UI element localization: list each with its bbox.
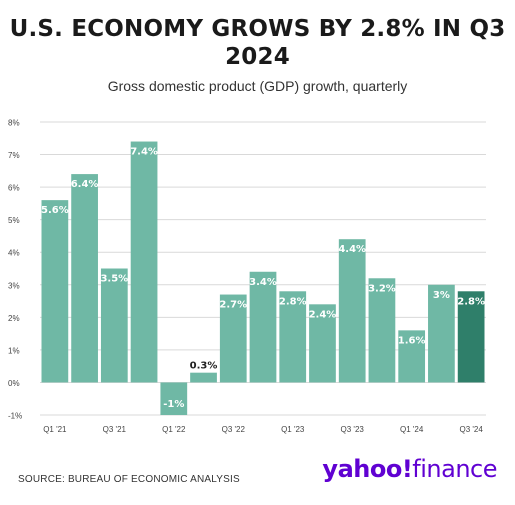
yahoo-finance-logo: yahoo!finance bbox=[322, 455, 497, 483]
bar bbox=[190, 372, 217, 383]
x-tick-label: Q1 '24 bbox=[400, 425, 424, 434]
bar bbox=[338, 239, 366, 383]
data-label: 2.8% bbox=[457, 296, 485, 307]
y-tick-label: 3% bbox=[8, 281, 20, 290]
y-tick-label: 7% bbox=[8, 151, 20, 160]
chart-subtitle: Gross domestic product (GDP) growth, qua… bbox=[107, 78, 408, 94]
data-label: 0.3% bbox=[190, 361, 218, 372]
y-tick-label: 1% bbox=[8, 346, 20, 355]
y-tick-label: 4% bbox=[8, 249, 20, 258]
y-tick-label: 6% bbox=[8, 184, 20, 193]
data-label: 5.6% bbox=[41, 205, 69, 216]
x-tick-label: Q1 '23 bbox=[281, 425, 305, 434]
x-tick-label: Q3 '23 bbox=[341, 425, 365, 434]
bar bbox=[130, 141, 158, 383]
bar bbox=[249, 271, 277, 383]
chart-title: U.S. ECONOMY GROWS BY 2.8% IN Q3 2024 bbox=[9, 16, 506, 70]
bar bbox=[428, 284, 455, 383]
bar bbox=[279, 291, 307, 383]
data-label: 7.4% bbox=[130, 147, 158, 158]
x-tick-label: Q3 '21 bbox=[103, 425, 127, 434]
data-label: 3.2% bbox=[368, 283, 396, 294]
y-tick-label: -1% bbox=[8, 412, 22, 421]
data-label: 2.7% bbox=[219, 300, 247, 311]
bar bbox=[71, 174, 98, 383]
gdp-bar-chart: -1% 0% 1% 2% 3% 4% 5% 6% 7% 8% 5.6% 6.4% 3.5% 7.4% -1%… bbox=[8, 119, 486, 434]
data-label: 6.4% bbox=[71, 179, 99, 190]
data-label: 3.5% bbox=[100, 274, 128, 285]
source-note: SOURCE: BUREAU OF ECONOMIC ANALYSIS bbox=[18, 474, 240, 485]
data-label: 4.4% bbox=[338, 244, 366, 255]
data-label: 3.4% bbox=[249, 277, 277, 288]
bar bbox=[41, 200, 69, 383]
y-tick-label: 8% bbox=[8, 119, 20, 128]
bar bbox=[368, 278, 396, 383]
bar bbox=[398, 330, 426, 383]
x-tick-label: Q3 '24 bbox=[459, 425, 483, 434]
y-tick-label: 0% bbox=[8, 379, 20, 388]
data-label: 2.4% bbox=[309, 309, 337, 320]
bar bbox=[160, 382, 188, 415]
x-tick-label: Q3 '22 bbox=[222, 425, 246, 434]
y-tick-label: 2% bbox=[8, 314, 20, 323]
x-tick-label: Q1 '22 bbox=[162, 425, 186, 434]
data-label: -1% bbox=[163, 399, 184, 410]
bar bbox=[309, 304, 336, 383]
bar bbox=[100, 268, 128, 383]
data-label: 1.6% bbox=[398, 335, 426, 346]
x-tick-label: Q1 '21 bbox=[43, 425, 67, 434]
data-label: 2.8% bbox=[279, 296, 307, 307]
data-label: 3% bbox=[433, 290, 450, 301]
bar bbox=[219, 294, 247, 383]
bar bbox=[457, 291, 485, 383]
y-tick-label: 5% bbox=[8, 216, 20, 225]
